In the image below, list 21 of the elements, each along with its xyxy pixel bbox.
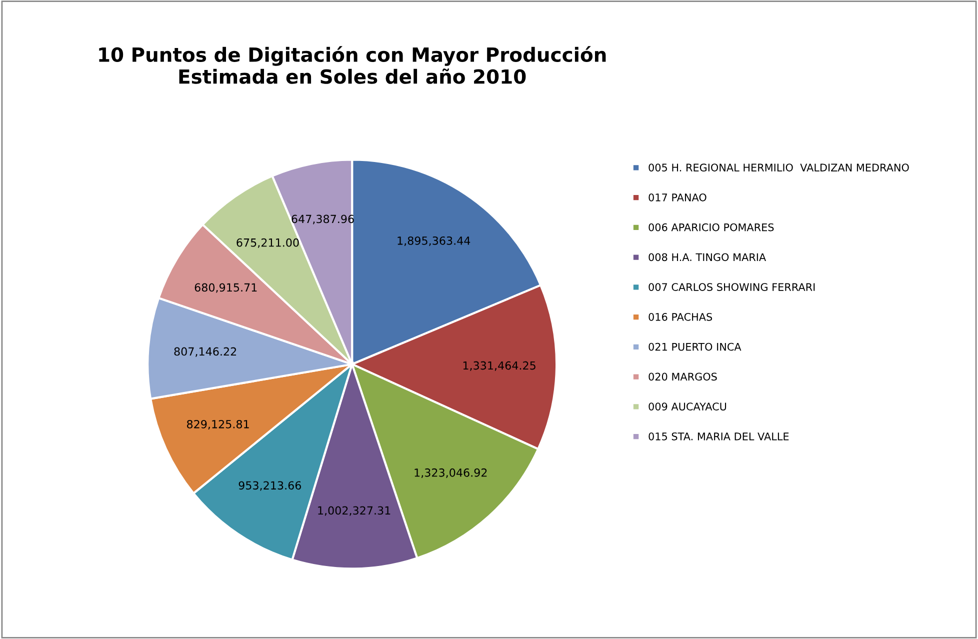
data-label: 1,002,327.31 [318, 506, 390, 516]
legend-label: 021 PUERTO INCA [648, 342, 742, 351]
legend-label: 007 CARLOS SHOWING FERRARI [648, 283, 815, 291]
legend-label: 015 STA. MARIA DEL VALLE [648, 432, 789, 440]
data-label: 675,211.00 [236, 238, 299, 248]
legend-label: 008 H.A. TINGO MARIA [648, 253, 766, 262]
data-label: 1,331,464.25 [463, 361, 536, 371]
data-label: 1,895,363.44 [398, 236, 470, 246]
legend-label: 016 PACHAS [648, 312, 712, 321]
data-label: 647,387.96 [292, 214, 354, 224]
data-label: 680,915.71 [194, 283, 257, 293]
chart-title: 10 Puntos de Digitación con Mayor Producción Estimada en Soles del año 2010 [99, 46, 606, 84]
legend-label: 020 MARGOS [648, 372, 717, 381]
legend-label: 017 PANAO [648, 193, 706, 202]
legend-label: 005 H. REGIONAL HERMILIO VALDIZAN MEDRANO [648, 164, 909, 172]
legend-label: 006 APARICIO POMARES [648, 223, 774, 232]
data-label: 953,213.66 [238, 481, 302, 491]
data-label: 829,125.81 [187, 420, 249, 430]
data-label: 1,323,046.92 [414, 468, 487, 478]
legend-label: 009 AUCAYACU [648, 402, 726, 410]
data-label: 807,146.22 [174, 347, 236, 357]
